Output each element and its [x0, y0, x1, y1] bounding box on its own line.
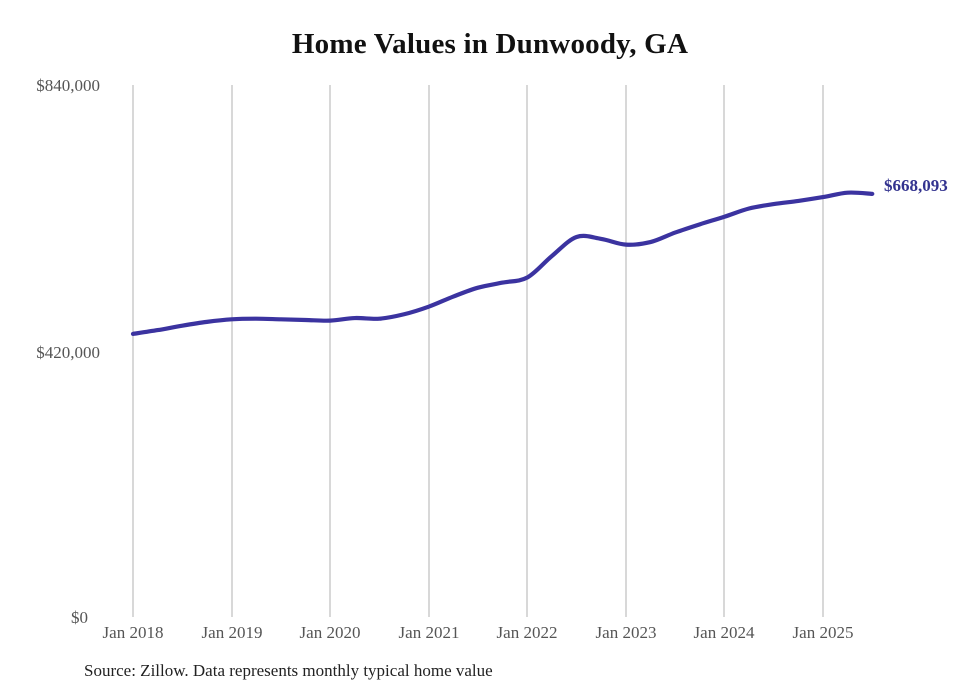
x-axis-tick-2023: Jan 2023: [595, 623, 657, 642]
x-axis-tick-2025: Jan 2025: [792, 623, 854, 642]
x-axis-tick-2021: Jan 2021: [398, 623, 460, 642]
y-axis-tick-mid: $420,000: [36, 343, 100, 362]
chart-title: Home Values in Dunwoody, GA: [291, 28, 689, 60]
end-value-label: $668,093: [884, 176, 948, 195]
x-axis-tick-2022: Jan 2022: [496, 623, 558, 642]
x-axis-tick-2024: Jan 2024: [693, 623, 755, 642]
x-axis-tick-2018: Jan 2018: [102, 623, 164, 642]
value-line-path: [130, 190, 875, 336]
x-axis-tick-2020: Jan 2020: [299, 623, 361, 642]
source-note: Source: Zillow. Data represents monthly …: [84, 661, 493, 680]
y-axis-tick-zero: $0: [71, 608, 88, 627]
x-axis-tick-2019: Jan 2019: [201, 623, 263, 642]
vertical-gridlines: [132, 85, 824, 617]
y-axis-tick-top: $840,000: [36, 76, 100, 95]
